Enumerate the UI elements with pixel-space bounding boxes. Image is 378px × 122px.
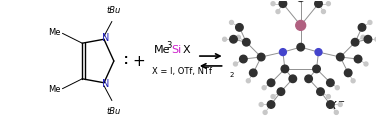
Text: Me: Me bbox=[48, 28, 61, 37]
Circle shape bbox=[351, 79, 355, 83]
Circle shape bbox=[223, 37, 226, 41]
Circle shape bbox=[277, 88, 285, 95]
Circle shape bbox=[351, 38, 359, 46]
Circle shape bbox=[259, 102, 263, 107]
Text: Me: Me bbox=[153, 45, 170, 55]
Circle shape bbox=[327, 95, 330, 99]
Circle shape bbox=[313, 65, 320, 73]
Circle shape bbox=[249, 69, 257, 77]
Circle shape bbox=[262, 86, 266, 90]
Circle shape bbox=[344, 69, 352, 77]
Circle shape bbox=[271, 2, 275, 6]
Circle shape bbox=[279, 0, 287, 7]
Circle shape bbox=[354, 55, 362, 63]
Circle shape bbox=[297, 43, 304, 51]
Circle shape bbox=[279, 49, 287, 56]
Circle shape bbox=[335, 86, 339, 90]
Circle shape bbox=[297, 0, 304, 1]
Text: ·
·: · · bbox=[124, 53, 128, 69]
Circle shape bbox=[361, 35, 365, 39]
Circle shape bbox=[230, 36, 237, 43]
Circle shape bbox=[375, 37, 378, 41]
Circle shape bbox=[327, 79, 334, 86]
Circle shape bbox=[338, 102, 342, 107]
Circle shape bbox=[315, 0, 322, 7]
Circle shape bbox=[334, 110, 338, 114]
Circle shape bbox=[229, 20, 234, 24]
Text: +: + bbox=[132, 54, 145, 68]
Text: Si: Si bbox=[171, 45, 181, 55]
Circle shape bbox=[364, 36, 372, 43]
Circle shape bbox=[243, 38, 250, 46]
Circle shape bbox=[315, 49, 322, 56]
Circle shape bbox=[368, 20, 372, 24]
Circle shape bbox=[263, 110, 267, 114]
Text: tBu: tBu bbox=[107, 107, 121, 117]
Text: tBu: tBu bbox=[107, 5, 121, 15]
Circle shape bbox=[267, 79, 275, 86]
Text: N: N bbox=[102, 79, 110, 89]
Circle shape bbox=[321, 10, 325, 14]
Text: X: X bbox=[328, 102, 336, 112]
Circle shape bbox=[246, 79, 250, 83]
Circle shape bbox=[240, 55, 247, 63]
Text: N: N bbox=[102, 33, 110, 43]
Circle shape bbox=[358, 24, 366, 31]
Circle shape bbox=[281, 65, 289, 73]
Circle shape bbox=[257, 53, 265, 61]
Circle shape bbox=[317, 88, 324, 95]
Text: 2: 2 bbox=[229, 72, 234, 78]
Text: −: − bbox=[337, 97, 344, 106]
Circle shape bbox=[364, 62, 368, 66]
Circle shape bbox=[234, 62, 237, 66]
Text: 3: 3 bbox=[166, 41, 172, 50]
Circle shape bbox=[237, 35, 240, 39]
Text: Me: Me bbox=[48, 85, 61, 94]
Circle shape bbox=[305, 75, 312, 83]
Circle shape bbox=[271, 95, 275, 99]
Circle shape bbox=[289, 75, 297, 83]
Circle shape bbox=[235, 24, 243, 31]
Circle shape bbox=[327, 2, 330, 6]
Text: X = I, OTf, NTf: X = I, OTf, NTf bbox=[152, 67, 212, 76]
Circle shape bbox=[267, 101, 275, 108]
Text: X: X bbox=[183, 45, 191, 55]
Circle shape bbox=[276, 10, 280, 14]
Circle shape bbox=[296, 20, 306, 30]
Circle shape bbox=[336, 53, 344, 61]
Circle shape bbox=[327, 101, 334, 108]
